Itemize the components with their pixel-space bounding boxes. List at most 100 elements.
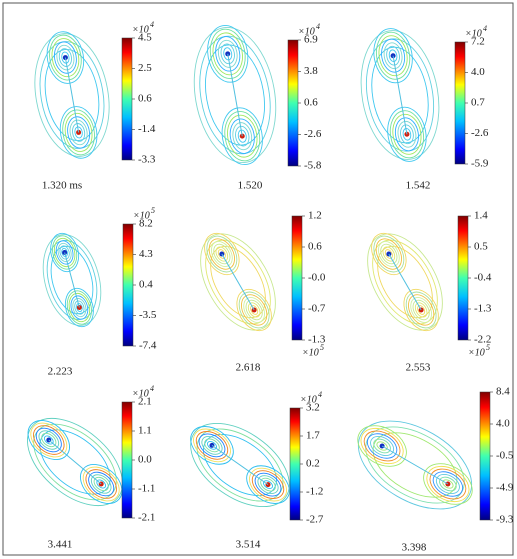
panel-label: 2.618 bbox=[236, 362, 261, 374]
contour bbox=[203, 434, 277, 496]
colorbar-tick-label: 2.5 bbox=[138, 62, 152, 74]
contour bbox=[221, 253, 255, 311]
panel-label: 3.441 bbox=[48, 539, 73, 551]
colorbar-exponent: 4 bbox=[150, 20, 154, 29]
contour bbox=[205, 44, 265, 146]
colorbar-multiplier: ×10 bbox=[132, 24, 149, 35]
contour bbox=[190, 422, 290, 508]
colorbar-tick-label: -2.7 bbox=[306, 514, 324, 526]
panel: 4.5 2.5 0.6 -1.4 -3.3 ×10 4 1.320 ms bbox=[34, 20, 156, 192]
colorbar-tick-label: 0.4 bbox=[139, 279, 153, 291]
colorbar-tick-label: -1.3 bbox=[474, 303, 492, 315]
colorbar-multiplier: ×10 bbox=[298, 26, 315, 37]
colorbar-tick-label: -1.2 bbox=[306, 486, 323, 498]
colorbar bbox=[291, 215, 303, 341]
colorbar-tick-label: -4.9 bbox=[496, 482, 514, 494]
colorbar-tick-label: -0.5 bbox=[496, 450, 514, 462]
colorbar-tick-label: 6.9 bbox=[304, 34, 318, 46]
colorbar-tick-label: 7.2 bbox=[471, 36, 485, 48]
colorbar-exponent: 4 bbox=[316, 22, 320, 31]
panel: 3.2 1.7 0.2 -1.2 -2.7 ×10 4 3.514 bbox=[190, 390, 324, 551]
contour bbox=[27, 417, 123, 507]
panel: 8.4 4.0 -0.5 -4.9 -9.3 3.398 bbox=[357, 386, 514, 554]
contour bbox=[200, 233, 276, 331]
colorbar-tick-label: 0.6 bbox=[138, 93, 152, 105]
colorbar-tick-label: -2.6 bbox=[471, 127, 489, 139]
colorbar-tick-label: 0.0 bbox=[138, 454, 152, 466]
colorbar-tick-label: -1.3 bbox=[308, 334, 326, 346]
panel-label: 3.398 bbox=[402, 542, 427, 554]
colorbar-exponent: 4 bbox=[318, 390, 322, 399]
colorbar-tick-label: 3.8 bbox=[304, 65, 318, 77]
colorbar bbox=[122, 223, 134, 347]
colorbar-multiplier: ×10 bbox=[468, 347, 485, 358]
colorbar-multiplier: ×10 bbox=[133, 210, 150, 221]
colorbar-tick-label: 1.2 bbox=[308, 210, 322, 222]
contour bbox=[381, 445, 449, 485]
colorbar-tick-label: 3.2 bbox=[306, 402, 320, 414]
colorbar-tick-label: -5.9 bbox=[471, 158, 489, 170]
panel: 8.2 4.3 0.4 -3.5 -7.4 ×10 5 2.223 bbox=[42, 206, 157, 378]
contour bbox=[360, 30, 440, 160]
colorbar-tick-label: -2.1 bbox=[138, 512, 155, 524]
colorbar-multiplier: ×10 bbox=[300, 394, 317, 405]
panel: 1.4 0.5 -0.4 -1.3 -2.2×10 5 2.553 bbox=[367, 210, 492, 374]
colorbar-tick-label: -0.7 bbox=[308, 303, 326, 315]
panel-label: 2.553 bbox=[406, 362, 431, 374]
colorbar-exponent: 4 bbox=[483, 24, 487, 33]
colorbar-exponent: 5 bbox=[320, 343, 324, 352]
panel: 1.2 0.6 -0.0 -0.7 -1.3×10 5 2.618 bbox=[200, 210, 326, 374]
panel: 6.9 3.8 0.6 -2.6 -5.8 ×10 4 1.520 bbox=[193, 22, 322, 192]
colorbar-tick-label: 0.6 bbox=[304, 97, 318, 109]
contour bbox=[34, 33, 110, 157]
colorbar-multiplier: ×10 bbox=[302, 347, 319, 358]
contour bbox=[210, 245, 266, 319]
colorbar-tick-label: -2.2 bbox=[474, 334, 491, 346]
contour bbox=[42, 234, 102, 326]
contour bbox=[64, 57, 80, 133]
contour bbox=[388, 253, 422, 311]
panel: 2.1 1.1 0.0 -1.1 -2.1 ×10 4 3.441 bbox=[27, 384, 155, 551]
colorbar-tick-label: 8.2 bbox=[139, 218, 153, 230]
contour bbox=[44, 49, 100, 141]
colorbar bbox=[457, 215, 469, 341]
contour bbox=[367, 233, 443, 331]
colorbar-tick-label: -0.0 bbox=[308, 272, 326, 284]
contour bbox=[193, 27, 277, 163]
colorbar-tick-label: 4.0 bbox=[471, 66, 485, 78]
contour bbox=[377, 245, 433, 319]
colorbar-exponent: 5 bbox=[151, 206, 155, 215]
colorbar-multiplier: ×10 bbox=[465, 28, 482, 39]
contour bbox=[50, 245, 94, 315]
colorbar-tick-label: 0.7 bbox=[471, 97, 485, 109]
panel-label: 1.520 bbox=[238, 180, 263, 192]
contour bbox=[371, 46, 429, 144]
contour bbox=[372, 432, 458, 498]
panel: 7.2 4.0 0.7 -2.6 -5.9 ×10 4 1.542 bbox=[360, 24, 489, 192]
colorbar-tick-label: 4.5 bbox=[138, 32, 152, 44]
panel-label: 2.223 bbox=[48, 366, 73, 378]
colorbar-tick-label: 4.3 bbox=[139, 248, 153, 260]
colorbar-tick-label: -7.4 bbox=[139, 340, 157, 352]
contour bbox=[48, 439, 102, 485]
colorbar-tick-label: -2.6 bbox=[304, 128, 322, 140]
colorbar-tick-label: -0.4 bbox=[474, 272, 492, 284]
colorbar-tick-label: -5.8 bbox=[304, 160, 322, 172]
panel-label: 1.542 bbox=[406, 180, 431, 192]
contour bbox=[64, 252, 80, 308]
colorbar-tick-label: 4.0 bbox=[496, 418, 510, 430]
colorbar bbox=[121, 401, 133, 519]
colorbar-tick-label: -9.3 bbox=[496, 514, 514, 526]
contour bbox=[211, 444, 269, 486]
colorbar-exponent: 4 bbox=[150, 384, 154, 393]
colorbar-tick-label: 0.5 bbox=[474, 241, 488, 253]
contour bbox=[39, 429, 111, 495]
colorbar-exponent: 5 bbox=[486, 343, 490, 352]
colorbar-tick-label: 1.1 bbox=[138, 425, 152, 437]
contour bbox=[392, 55, 408, 135]
colorbar-multiplier: ×10 bbox=[132, 388, 149, 399]
panel-label: 3.514 bbox=[236, 539, 261, 551]
colorbar-tick-label: -1.1 bbox=[138, 483, 155, 495]
colorbar bbox=[289, 407, 301, 521]
